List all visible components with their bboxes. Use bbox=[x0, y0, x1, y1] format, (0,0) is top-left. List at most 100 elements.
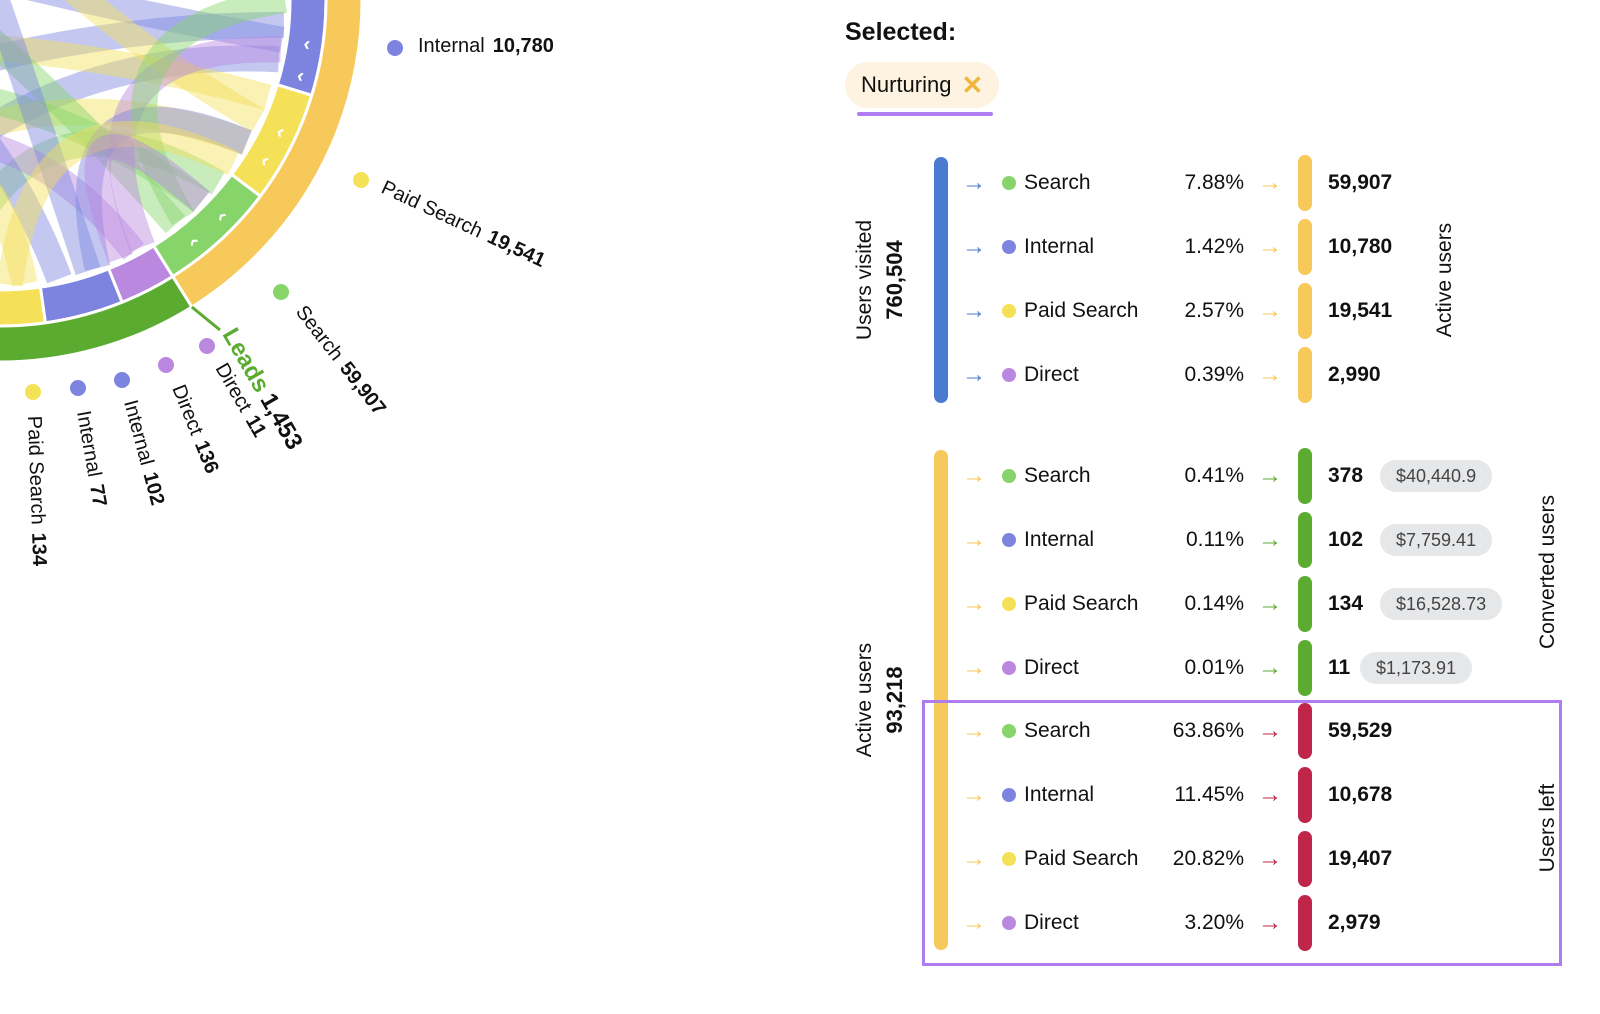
chord-ribbon bbox=[0, 45, 280, 138]
percentage: 0.41% bbox=[1184, 464, 1244, 487]
flow-row[interactable]: → Direct 0.39% → 2,990 bbox=[960, 347, 1560, 403]
flow-row[interactable]: → Internal 0.11% → 102 $7,759.41 bbox=[960, 512, 1560, 568]
count-bar bbox=[1298, 219, 1312, 275]
chord-label-value: 10,780 bbox=[493, 35, 554, 57]
percentage: 2.57% bbox=[1184, 299, 1244, 322]
channel-dot-icon bbox=[1002, 597, 1016, 611]
channel-dot-icon bbox=[70, 380, 86, 396]
flow-row[interactable]: → Direct 3.20% → 2,979 bbox=[960, 895, 1560, 951]
chevron-left-icon: ‹ bbox=[295, 64, 307, 87]
chord-label-value: 134 bbox=[27, 532, 50, 567]
users-visited-label: Users visited 760,504 bbox=[853, 219, 907, 341]
channel-label: Direct bbox=[1024, 363, 1079, 386]
channel-dot-icon bbox=[1002, 240, 1016, 254]
count-bar bbox=[1298, 283, 1312, 339]
channel-dot-icon bbox=[1002, 661, 1016, 675]
arrow-right-icon: → bbox=[962, 462, 986, 489]
chord-label-name: Paid Search bbox=[23, 415, 49, 525]
revenue-pill: $40,440.9 bbox=[1380, 460, 1493, 492]
arrow-right-icon: → bbox=[1258, 169, 1282, 196]
chord-label: Paid Search19,541 bbox=[378, 177, 549, 272]
revenue-pill: $16,528.73 bbox=[1380, 588, 1503, 620]
chord-label: Paid Search 134 bbox=[23, 415, 50, 567]
channel-dot-icon bbox=[158, 357, 174, 373]
percentage: 0.01% bbox=[1184, 656, 1244, 679]
arrow-right-icon: → bbox=[1258, 526, 1282, 553]
arrow-right-icon: → bbox=[1258, 462, 1282, 489]
x-icon[interactable]: ✕ bbox=[961, 69, 984, 100]
flow-row[interactable]: → Paid Search 0.14% → 134 $16,528.73 bbox=[960, 576, 1560, 632]
chord-ribbon bbox=[0, 0, 101, 276]
count-value: 19,541 bbox=[1328, 299, 1393, 322]
chord-ribbon bbox=[0, 35, 272, 110]
count-bar bbox=[1298, 703, 1312, 759]
chord-label-name: Paid Search bbox=[378, 177, 486, 243]
chord-ribbon bbox=[0, 11, 284, 71]
chord-ribbon bbox=[0, 134, 145, 260]
channel-label: Direct bbox=[1024, 911, 1079, 934]
count-value: 102 bbox=[1328, 528, 1364, 551]
percentage: 63.86% bbox=[1172, 719, 1244, 742]
arrow-right-icon: → bbox=[962, 590, 986, 617]
chord-ribbon bbox=[75, 106, 252, 271]
channel-label: Paid Search bbox=[1024, 847, 1139, 870]
count-value: 19,407 bbox=[1328, 847, 1393, 870]
arrow-right-icon: → bbox=[1258, 654, 1282, 681]
chord-ribbon bbox=[131, 0, 287, 226]
selected-chip-nurturing[interactable]: Nurturing ✕ bbox=[845, 62, 1000, 108]
chord-ribbon bbox=[64, 0, 265, 132]
channel-label: Paid Search bbox=[1024, 592, 1139, 615]
arrow-right-icon: → bbox=[1258, 590, 1282, 617]
users-left-highlight-box bbox=[922, 700, 1562, 966]
chord-label: Internal 10,780 bbox=[418, 35, 554, 57]
flow-row[interactable]: → Paid Search 20.82% → 19,407 bbox=[960, 831, 1560, 887]
chord-ribbon bbox=[0, 89, 210, 212]
arrow-right-icon: → bbox=[962, 361, 986, 388]
chord-label-name: Internal bbox=[72, 409, 105, 479]
channel-dot-icon bbox=[1002, 368, 1016, 382]
channel-dot-icon bbox=[1002, 533, 1016, 547]
count-value: 10,678 bbox=[1328, 783, 1393, 806]
arrow-right-icon: → bbox=[962, 233, 986, 260]
visited-bar bbox=[934, 157, 948, 403]
arrow-right-icon: → bbox=[1258, 717, 1282, 744]
arrow-right-icon: → bbox=[962, 781, 986, 808]
flow-row[interactable]: → Search 63.86% → 59,529 bbox=[960, 703, 1560, 759]
arrow-right-icon: → bbox=[962, 526, 986, 553]
channel-dot-icon bbox=[25, 384, 41, 400]
channel-label: Search bbox=[1024, 719, 1091, 742]
count-bar bbox=[1298, 347, 1312, 403]
chord-ribbon bbox=[0, 29, 186, 234]
channel-label: Internal bbox=[1024, 783, 1095, 806]
flow-row[interactable]: → Internal 11.45% → 10,678 bbox=[960, 767, 1560, 823]
channel-dot-icon bbox=[1002, 788, 1016, 802]
count-bar bbox=[1298, 640, 1312, 696]
percentage: 11.45% bbox=[1174, 783, 1244, 806]
flow-row[interactable]: → Direct 0.01% → 11 $1,173.91 bbox=[960, 640, 1560, 696]
segment-paid-search bbox=[0, 285, 48, 328]
chevron-left-icon: ‹ bbox=[302, 33, 312, 56]
count-value: 2,990 bbox=[1328, 363, 1381, 386]
flow-row[interactable]: → Search 0.41% → 378 $40,440.9 bbox=[960, 448, 1560, 504]
channel-dot-icon bbox=[114, 372, 130, 388]
percentage: 0.14% bbox=[1184, 592, 1244, 615]
chord-label-value: 19,541 bbox=[484, 226, 549, 272]
arrow-right-icon: → bbox=[962, 909, 986, 936]
chip-underline bbox=[857, 112, 993, 116]
flow-row[interactable]: → Internal 1.42% → 10,780 bbox=[960, 219, 1560, 275]
flow-row[interactable]: → Search 7.88% → 59,907 bbox=[960, 155, 1560, 211]
chord-ribbon bbox=[0, 120, 240, 287]
chord-ribbon bbox=[0, 130, 225, 211]
count-bar bbox=[1298, 767, 1312, 823]
count-value: 378 bbox=[1328, 464, 1364, 487]
percentage: 3.20% bbox=[1184, 911, 1244, 934]
channel-label: Direct bbox=[1024, 656, 1079, 679]
arrow-right-icon: → bbox=[1258, 297, 1282, 324]
selected-title: Selected: bbox=[845, 18, 957, 46]
channel-label: Search bbox=[1024, 464, 1091, 487]
arrow-right-icon: → bbox=[962, 845, 986, 872]
flow-row[interactable]: → Paid Search 2.57% → 19,541 bbox=[960, 283, 1560, 339]
chip-label: Nurturing bbox=[861, 72, 952, 97]
arrow-right-icon: → bbox=[962, 297, 986, 324]
